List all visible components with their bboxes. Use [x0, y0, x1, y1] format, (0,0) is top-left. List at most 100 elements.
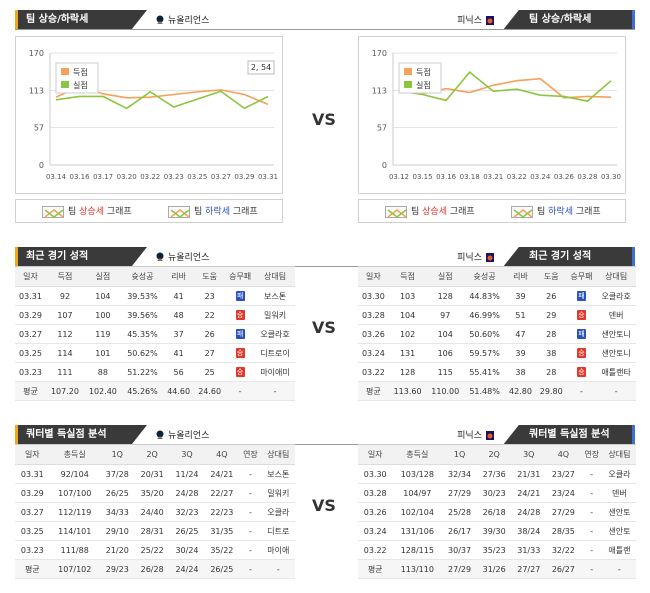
- table-cell: 42.80: [505, 381, 536, 401]
- up-graph-icon: [42, 205, 64, 218]
- column-header: 1Q: [442, 444, 477, 465]
- table-row[interactable]: 03.27 112/119 34/33 24/40 32/23 22/23- 오클라: [15, 502, 295, 522]
- table-row[interactable]: 03.26 102/104 25/28 26/18 24/28 27/29- 샌안토: [358, 502, 636, 522]
- table-cell: -: [580, 559, 603, 579]
- table-cell: 29/23: [99, 559, 135, 579]
- up-graph-label-suffix: 그래프: [447, 207, 475, 217]
- table-row[interactable]: 03.27 112 119 45.35% 37 26 패 오클라호: [15, 324, 295, 344]
- quarter-tab-right[interactable]: 쿼터별 득실점 분석: [503, 425, 635, 445]
- table-cell: 114: [46, 343, 84, 363]
- table-row[interactable]: 03.25 114 101 50.62% 41 27 승 디트로이: [15, 343, 295, 363]
- table-cell: -: [239, 502, 262, 522]
- table-cell: 22/27: [204, 483, 240, 503]
- recent-tab-right[interactable]: 최근 경기 성적: [503, 247, 635, 267]
- column-header: 일자: [358, 444, 393, 465]
- table-row[interactable]: 03.30 103/128 32/34 27/36 21/31 23/27- 오클라: [358, 464, 636, 484]
- table-cell: 41: [163, 343, 195, 363]
- table-cell: 26/17: [442, 521, 477, 541]
- table-row[interactable]: 03.22 128/115 30/37 35/23 31/33 32/22- 애틀랜: [358, 540, 636, 560]
- table-cell: 44.60: [163, 381, 195, 401]
- table-cell: 113.60: [388, 381, 427, 401]
- table-cell: 101: [83, 343, 122, 363]
- table-cell: 51.22%: [121, 362, 164, 382]
- trend-tab-left[interactable]: 팀 상승/하락세: [15, 10, 147, 30]
- table-cell: 27: [194, 343, 226, 363]
- legend-swatch-scored: [404, 68, 412, 75]
- table-row[interactable]: 03.28 104/97 27/29 30/23 24/21 23/24- 덴버: [358, 483, 636, 503]
- table-cell: 보스톤: [255, 286, 295, 306]
- table-row[interactable]: 03.31 92 104 39.53% 41 23 패 보스톤: [15, 286, 295, 306]
- table-cell: 24/24: [169, 559, 205, 579]
- table-cell: 22: [194, 305, 226, 325]
- result-badge: 패: [576, 329, 586, 339]
- quarter-tab-left[interactable]: 쿼터별 득실점 분석: [15, 425, 147, 445]
- table-row[interactable]: 03.22 128 115 55.41% 38 28 승 애틀랜타: [358, 362, 636, 382]
- x-tick-label: 03.12: [389, 173, 409, 181]
- result-badge: 승: [576, 348, 586, 358]
- suns-logo-icon: [485, 15, 495, 26]
- column-header: 상대팀: [261, 444, 295, 465]
- table-cell: 100: [83, 305, 122, 325]
- left-quarter-table: 일자 총득실 1Q 2Q 3Q 4Q 연장 상대팀 03.31 92/104 37/28 20/31 1…: [15, 444, 295, 579]
- down-graph-toggle[interactable]: 팀 하락세 그래프: [168, 205, 258, 219]
- up-graph-label-prefix: 팀: [68, 207, 80, 217]
- table-cell: 오클라호: [596, 286, 636, 306]
- table-cell: 51.48%: [464, 381, 506, 401]
- table-cell: 마이애미: [255, 362, 295, 382]
- result-cell: 승: [566, 343, 597, 363]
- table-cell: 111: [46, 362, 84, 382]
- tooltip-box: [247, 60, 275, 75]
- x-tick-label: 03.28: [577, 173, 597, 181]
- pelican-logo-icon: [155, 252, 165, 263]
- x-tick-label: 03.27: [211, 173, 231, 181]
- column-header: 리바: [163, 266, 195, 287]
- table-row[interactable]: 03.25 114/101 29/10 28/31 26/25 31/35- 디트로: [15, 521, 295, 541]
- table-cell: 21/31: [511, 464, 547, 484]
- left-recent-header: 최근 경기 성적 뉴올리언스: [15, 247, 325, 267]
- table-row[interactable]: 03.24 131 106 59.57% 39 38 승 샌안토니: [358, 343, 636, 363]
- table-row[interactable]: 03.24 131/106 26/17 39/30 38/24 28/35- 샌안토: [358, 521, 636, 541]
- column-header: 1Q: [99, 444, 135, 465]
- table-row[interactable]: 03.23 111 88 51.22% 56 25 승 마이애미: [15, 362, 295, 382]
- table-cell: 03.23: [15, 540, 50, 560]
- table-cell: 102/104: [392, 502, 443, 522]
- table-cell: 24.60: [194, 381, 226, 401]
- table-cell: 106: [426, 343, 465, 363]
- x-tick-label: 03.24: [530, 173, 551, 181]
- right-team-name: 피닉스: [457, 253, 482, 263]
- result-cell: 패: [225, 286, 256, 306]
- average-row: 평균 113.60 110.00 51.48% 42.80 29.80- -: [358, 381, 636, 401]
- x-tick-label: 03.30: [601, 173, 621, 181]
- table-row[interactable]: 03.31 92/104 37/28 20/31 11/24 24/21- 보스톤: [15, 464, 295, 484]
- result-badge: 승: [235, 348, 245, 358]
- table-cell: 45.26%: [121, 381, 164, 401]
- legend-label-scored: 득점: [73, 67, 88, 77]
- column-header: 도움: [535, 266, 567, 287]
- vs-label: VS: [312, 496, 336, 515]
- up-graph-toggle[interactable]: 팀 상승세 그래프: [385, 205, 475, 219]
- table-cell: 샌안토: [602, 502, 636, 522]
- table-cell: 03.26: [358, 502, 393, 522]
- average-row: 평균 113/110 27/29 31/26 27/27 26/27- -: [358, 559, 636, 579]
- table-row[interactable]: 03.29 107/100 26/25 35/20 24/28 22/27- 밀워키: [15, 483, 295, 503]
- average-row: 평균 107.20 102.40 45.26% 44.60 24.60- -: [15, 381, 295, 401]
- table-cell: 03.25: [15, 343, 47, 363]
- table-cell: 샌안토니: [596, 343, 636, 363]
- column-header: 리바: [505, 266, 536, 287]
- table-row[interactable]: 03.28 104 97 46.99% 51 29 승 덴버: [358, 305, 636, 325]
- right-recent-table: 일자 득점 실점 슛성공 리바 도움 승무패 상대팀 03.30 103 128 44.83% 39 26…: [358, 266, 636, 401]
- right-quarter-header: 피닉스 쿼터별 득실점 분석: [325, 425, 635, 445]
- table-row[interactable]: 03.23 111/88 21/20 25/22 30/24 35/22- 마이애: [15, 540, 295, 560]
- up-graph-toggle[interactable]: 팀 상승세 그래프: [42, 205, 132, 219]
- trend-tab-right[interactable]: 팀 상승/하락세: [503, 10, 635, 30]
- down-graph-toggle[interactable]: 팀 하락세 그래프: [511, 205, 601, 219]
- recent-tab-left[interactable]: 최근 경기 성적: [15, 247, 147, 267]
- table-cell: 27/36: [476, 464, 512, 484]
- x-tick-label: 03.25: [187, 173, 207, 181]
- table-cell: 22/23: [204, 502, 240, 522]
- table-cell: 32/22: [546, 540, 581, 560]
- table-cell: 39: [505, 286, 536, 306]
- table-row[interactable]: 03.26 102 104 50.60% 47 28 패 샌안토니: [358, 324, 636, 344]
- table-row[interactable]: 03.30 103 128 44.83% 39 26 패 오클라호: [358, 286, 636, 306]
- table-row[interactable]: 03.29 107 100 39.56% 48 22 승 밀워키: [15, 305, 295, 325]
